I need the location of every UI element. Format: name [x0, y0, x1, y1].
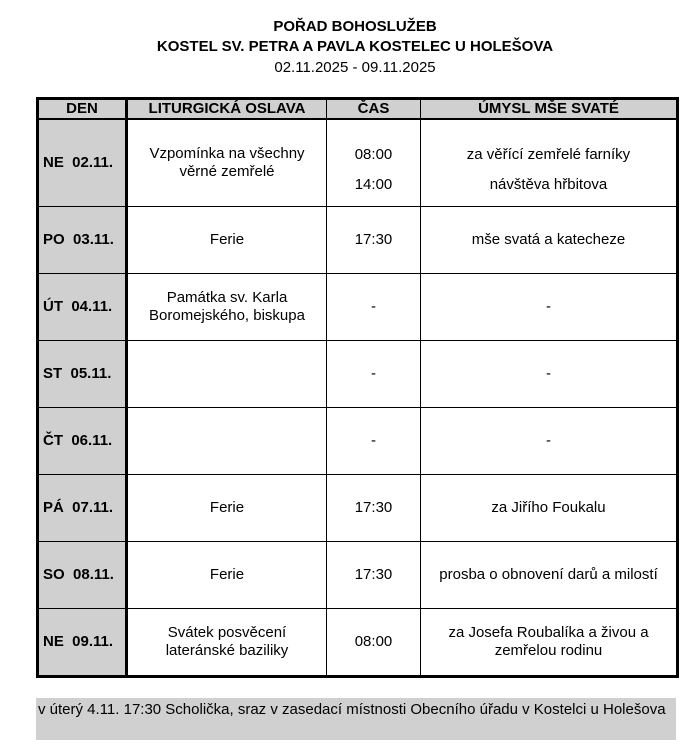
announcement-note: v úterý 4.11. 17:30 Scholička, sraz v za…: [36, 698, 676, 740]
intention-cell: mše svatá a katecheze: [420, 206, 678, 274]
time-value: 08:00: [354, 146, 393, 163]
table-row: ST 05.11. - -: [37, 340, 678, 408]
intention-cell: -: [420, 340, 678, 408]
day-cell: PO 03.11.: [37, 206, 128, 274]
celebration-cell: [126, 340, 327, 408]
time-cell: 17:30: [326, 541, 421, 609]
intention-cell: za Josefa Roubalíka a živou a zemřelou r…: [420, 608, 678, 677]
day-cell: NE 02.11.: [37, 118, 128, 207]
intention-value: za věřící zemřelé farníky: [466, 146, 631, 163]
intention-cell: za věřící zemřelé farníky návštěva hřbito…: [420, 118, 678, 207]
church-name: KOSTEL SV. PETRA A PAVLA KOSTELEC U HOLE…: [156, 38, 554, 55]
celebration-cell: Ferie: [126, 541, 327, 609]
table-header-row: DEN LITURGICKÁ OSLAVA ČAS ÚMYSL MŠE SVAT…: [37, 98, 678, 120]
day-cell: NE 09.11.: [37, 608, 128, 677]
time-cell: 08:00 14:00: [326, 118, 421, 207]
celebration-cell: Ferie: [126, 474, 327, 542]
column-header-time: ČAS: [326, 98, 421, 120]
column-header-celebration: LITURGICKÁ OSLAVA: [126, 98, 327, 120]
celebration-cell: [126, 407, 327, 475]
celebration-cell: Svátek posvěcení lateránské baziliky: [126, 608, 327, 677]
time-value: 14:00: [354, 176, 393, 193]
celebration-cell: Ferie: [126, 206, 327, 274]
table-row: SO 08.11. Ferie 17:30 prosba o obnovení …: [37, 541, 678, 609]
table-row: ÚT 04.11. Památka sv. Karla Boromejského…: [37, 273, 678, 341]
date-range: 02.11.2025 - 09.11.2025: [274, 59, 436, 76]
intention-cell: -: [420, 407, 678, 475]
day-cell: ČT 06.11.: [37, 407, 128, 475]
column-header-intention: ÚMYSL MŠE SVATÉ: [420, 98, 678, 120]
intention-cell: prosba o obnovení darů a milostí: [420, 541, 678, 609]
table-row: NE 02.11. Vzpomínka na všechny věrné zem…: [37, 118, 678, 207]
column-header-day: DEN: [37, 98, 128, 120]
table-row: PO 03.11. Ferie 17:30 mše svatá a katech…: [37, 206, 678, 274]
schedule-table: DEN LITURGICKÁ OSLAVA ČAS ÚMYSL MŠE SVAT…: [36, 97, 679, 678]
celebration-cell: Památka sv. Karla Boromejského, biskupa: [126, 273, 327, 341]
day-cell: PÁ 07.11.: [37, 474, 128, 542]
time-cell: 17:30: [326, 206, 421, 274]
time-cell: 17:30: [326, 474, 421, 542]
celebration-cell: Vzpomínka na všechny věrné zemřelé: [126, 118, 327, 207]
table-row: ČT 06.11. - -: [37, 407, 678, 475]
day-cell: ST 05.11.: [37, 340, 128, 408]
intention-cell: -: [420, 273, 678, 341]
intention-value: návštěva hřbitova: [489, 176, 608, 193]
document-title: POŘAD BOHOSLUŽEB: [273, 18, 437, 35]
time-cell: -: [326, 273, 421, 341]
day-cell: SO 08.11.: [37, 541, 128, 609]
time-cell: 08:00: [326, 608, 421, 677]
intention-cell: za Jiřího Foukalu: [420, 474, 678, 542]
time-cell: -: [326, 407, 421, 475]
table-row: PÁ 07.11. Ferie 17:30 za Jiřího Foukalu: [37, 474, 678, 542]
time-cell: -: [326, 340, 421, 408]
table-row: NE 09.11. Svátek posvěcení lateránské ba…: [37, 608, 678, 677]
day-cell: ÚT 04.11.: [37, 273, 128, 341]
